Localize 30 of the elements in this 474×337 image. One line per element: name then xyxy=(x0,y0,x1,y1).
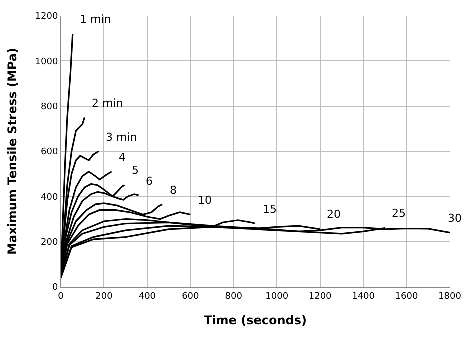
series-label: 6 xyxy=(146,175,153,188)
series-label: 15 xyxy=(263,203,277,216)
x-tick-label: 1600 xyxy=(395,292,419,302)
x-tick-label: 400 xyxy=(138,292,156,302)
series-label: 25 xyxy=(392,207,406,220)
y-tick-label: 200 xyxy=(41,238,58,248)
series-label: 20 xyxy=(327,208,341,221)
y-tick-label: 1000 xyxy=(35,57,58,68)
series-label: 1 min xyxy=(80,13,112,26)
x-tick-label: 200 xyxy=(96,292,114,302)
series-label: 8 xyxy=(170,184,177,197)
x-tick-label: 1000 xyxy=(266,292,289,302)
y-tick-label: 400 xyxy=(41,192,58,203)
y-tick-label: 800 xyxy=(41,102,58,112)
series-label: 5 xyxy=(132,164,139,177)
series-label: 10 xyxy=(198,194,212,207)
x-axis-title: Time (seconds) xyxy=(204,314,308,328)
y-tick-label: 600 xyxy=(41,148,58,158)
x-tick-label: 1800 xyxy=(438,292,462,302)
series-label: 30 xyxy=(448,212,462,225)
series-label: 3 min xyxy=(106,131,138,144)
y-tick-label: 1200 xyxy=(35,12,58,22)
x-tick-label: 1200 xyxy=(308,292,332,302)
series-label: 2 min xyxy=(92,97,124,110)
x-tick-label: 800 xyxy=(225,292,243,302)
y-tick-label: 0 xyxy=(52,283,58,294)
series-label: 4 xyxy=(119,151,126,164)
x-tick-label: 600 xyxy=(182,292,200,302)
x-tick-label: 1400 xyxy=(352,292,376,302)
y-axis-title: Maximum Tensile Stress (MPa) xyxy=(6,48,20,255)
